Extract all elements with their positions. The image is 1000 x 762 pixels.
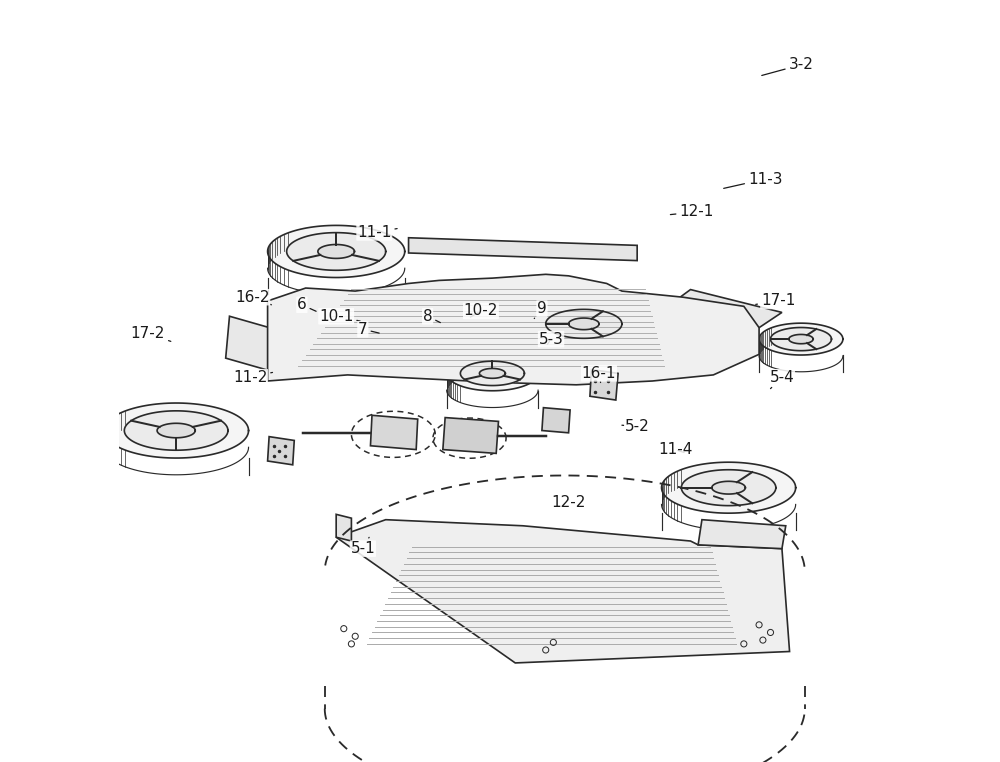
Polygon shape [542, 408, 570, 433]
Text: 11-3: 11-3 [724, 171, 782, 188]
Text: 12-1: 12-1 [670, 204, 714, 219]
Polygon shape [530, 303, 637, 344]
Text: 16-1: 16-1 [582, 366, 616, 383]
Polygon shape [759, 323, 843, 355]
Polygon shape [409, 238, 637, 261]
Text: 16-2: 16-2 [235, 290, 271, 305]
Text: 6: 6 [297, 297, 316, 312]
Text: 8: 8 [423, 309, 440, 324]
Text: 17-1: 17-1 [756, 293, 795, 309]
Polygon shape [668, 290, 782, 328]
Text: 7: 7 [358, 322, 379, 337]
Polygon shape [336, 514, 351, 541]
Polygon shape [268, 226, 405, 277]
Polygon shape [771, 328, 831, 351]
Polygon shape [157, 424, 195, 437]
Text: 11-4: 11-4 [658, 442, 692, 457]
Polygon shape [569, 318, 599, 330]
Polygon shape [447, 356, 538, 391]
Polygon shape [287, 232, 386, 271]
Polygon shape [712, 482, 745, 494]
Text: 10-1: 10-1 [319, 309, 360, 324]
Polygon shape [460, 361, 524, 386]
Polygon shape [268, 437, 294, 465]
Polygon shape [479, 369, 505, 378]
Text: 3-2: 3-2 [762, 57, 813, 75]
Polygon shape [268, 274, 759, 385]
Text: 11-1: 11-1 [357, 225, 397, 240]
Text: 17-2: 17-2 [131, 326, 171, 341]
Text: 5-2: 5-2 [622, 419, 650, 434]
Polygon shape [226, 316, 283, 373]
Polygon shape [336, 520, 790, 663]
Text: 5-3: 5-3 [539, 331, 563, 347]
Polygon shape [681, 469, 776, 506]
Text: 10-2: 10-2 [464, 303, 498, 319]
Polygon shape [662, 463, 796, 513]
Polygon shape [590, 370, 618, 400]
Polygon shape [104, 403, 249, 458]
Text: 9: 9 [534, 301, 547, 319]
Polygon shape [789, 335, 813, 344]
Polygon shape [318, 245, 354, 258]
Polygon shape [124, 411, 228, 450]
Polygon shape [370, 415, 418, 450]
Polygon shape [698, 520, 786, 549]
Text: 11-2: 11-2 [233, 370, 272, 385]
Polygon shape [546, 309, 622, 338]
Polygon shape [443, 418, 498, 453]
Text: 5-4: 5-4 [770, 370, 794, 389]
Text: 12-2: 12-2 [551, 495, 586, 511]
Text: 5-1: 5-1 [350, 537, 375, 556]
